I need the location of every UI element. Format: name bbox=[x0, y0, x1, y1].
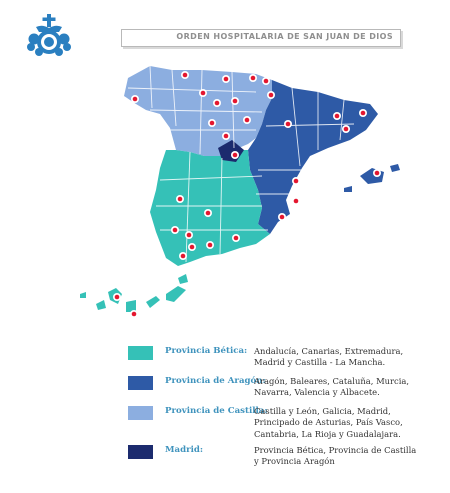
hospital-marker bbox=[333, 112, 341, 120]
order-logo-icon bbox=[27, 14, 71, 56]
hospital-marker bbox=[284, 120, 292, 128]
hospital-marker bbox=[113, 293, 121, 301]
hospital-marker bbox=[267, 91, 275, 99]
legend-label: Provincia de Aragón: bbox=[165, 376, 266, 386]
legend-line: y Provincia Aragón bbox=[254, 456, 335, 467]
legend-swatch bbox=[128, 406, 153, 420]
hospital-marker bbox=[206, 241, 214, 249]
legend-description: Castilla y León, Galicia, Madrid, Princi… bbox=[254, 406, 404, 440]
legend-label: Madrid: bbox=[165, 445, 204, 455]
hospital-marker bbox=[171, 226, 179, 234]
hospital-marker bbox=[342, 125, 350, 133]
hospital-markers bbox=[113, 71, 381, 318]
hospital-marker bbox=[204, 209, 212, 217]
hospital-marker bbox=[179, 252, 187, 260]
hospital-marker bbox=[199, 89, 207, 97]
hospital-marker bbox=[131, 95, 139, 103]
balearic-islands bbox=[344, 164, 400, 192]
legend-line: Aragón, Baleares, Cataluña, Murcia, bbox=[254, 376, 410, 386]
hospital-marker bbox=[262, 77, 270, 85]
header-bar: ORDEN HOSPITALARIA DE SAN JUAN DE DIOS bbox=[121, 29, 401, 47]
legend-description: Aragón, Baleares, Cataluña, Murcia, Nava… bbox=[254, 376, 410, 399]
hospital-marker bbox=[130, 310, 138, 318]
legend-line: Provincia Bética, Provincia de Castilla bbox=[254, 445, 417, 455]
legend-swatch bbox=[128, 346, 153, 360]
hospital-marker bbox=[213, 99, 221, 107]
legend-label: Provincia Bética: bbox=[165, 346, 248, 356]
hospital-marker bbox=[373, 169, 381, 177]
hospital-marker bbox=[292, 197, 300, 205]
hospital-marker bbox=[176, 195, 184, 203]
legend-swatch bbox=[128, 445, 153, 459]
legend-line: Principado de Asturias, País Vasco, bbox=[254, 417, 403, 428]
legend-line: Andalucía, Canarias, Extremadura, bbox=[254, 346, 404, 356]
hospital-marker bbox=[222, 75, 230, 83]
hospital-marker bbox=[231, 151, 239, 159]
hospital-marker bbox=[249, 74, 257, 82]
legend-swatch bbox=[128, 376, 153, 390]
hospital-marker bbox=[185, 231, 193, 239]
legend-label: Provincia de Castilla: bbox=[165, 406, 268, 416]
page-title: ORDEN HOSPITALARIA DE SAN JUAN DE DIOS bbox=[176, 32, 393, 41]
legend-line: Madrid y Castilla - La Mancha. bbox=[254, 357, 386, 368]
hospital-marker bbox=[292, 177, 300, 185]
hospital-marker bbox=[208, 119, 216, 127]
region-aragon bbox=[248, 80, 378, 234]
hospital-marker bbox=[359, 109, 367, 117]
hospital-marker bbox=[188, 243, 196, 251]
hospital-marker bbox=[243, 116, 251, 124]
spain-provinces-map bbox=[80, 65, 400, 318]
hospital-marker bbox=[222, 132, 230, 140]
hospital-marker bbox=[231, 97, 239, 105]
hospital-marker bbox=[278, 213, 286, 221]
legend-line: Cantabria, La Rioja y Guadalajara. bbox=[254, 428, 401, 439]
canary-islands bbox=[80, 274, 188, 312]
hospital-marker bbox=[232, 234, 240, 242]
legend-description: Andalucía, Canarias, Extremadura, Madrid… bbox=[254, 346, 404, 369]
legend-description: Provincia Bética, Provincia de Castilla … bbox=[254, 445, 417, 468]
legend-line: Castilla y León, Galicia, Madrid, bbox=[254, 406, 391, 416]
hospital-marker bbox=[181, 71, 189, 79]
legend-line: Navarra, Valencia y Albacete. bbox=[254, 387, 380, 398]
